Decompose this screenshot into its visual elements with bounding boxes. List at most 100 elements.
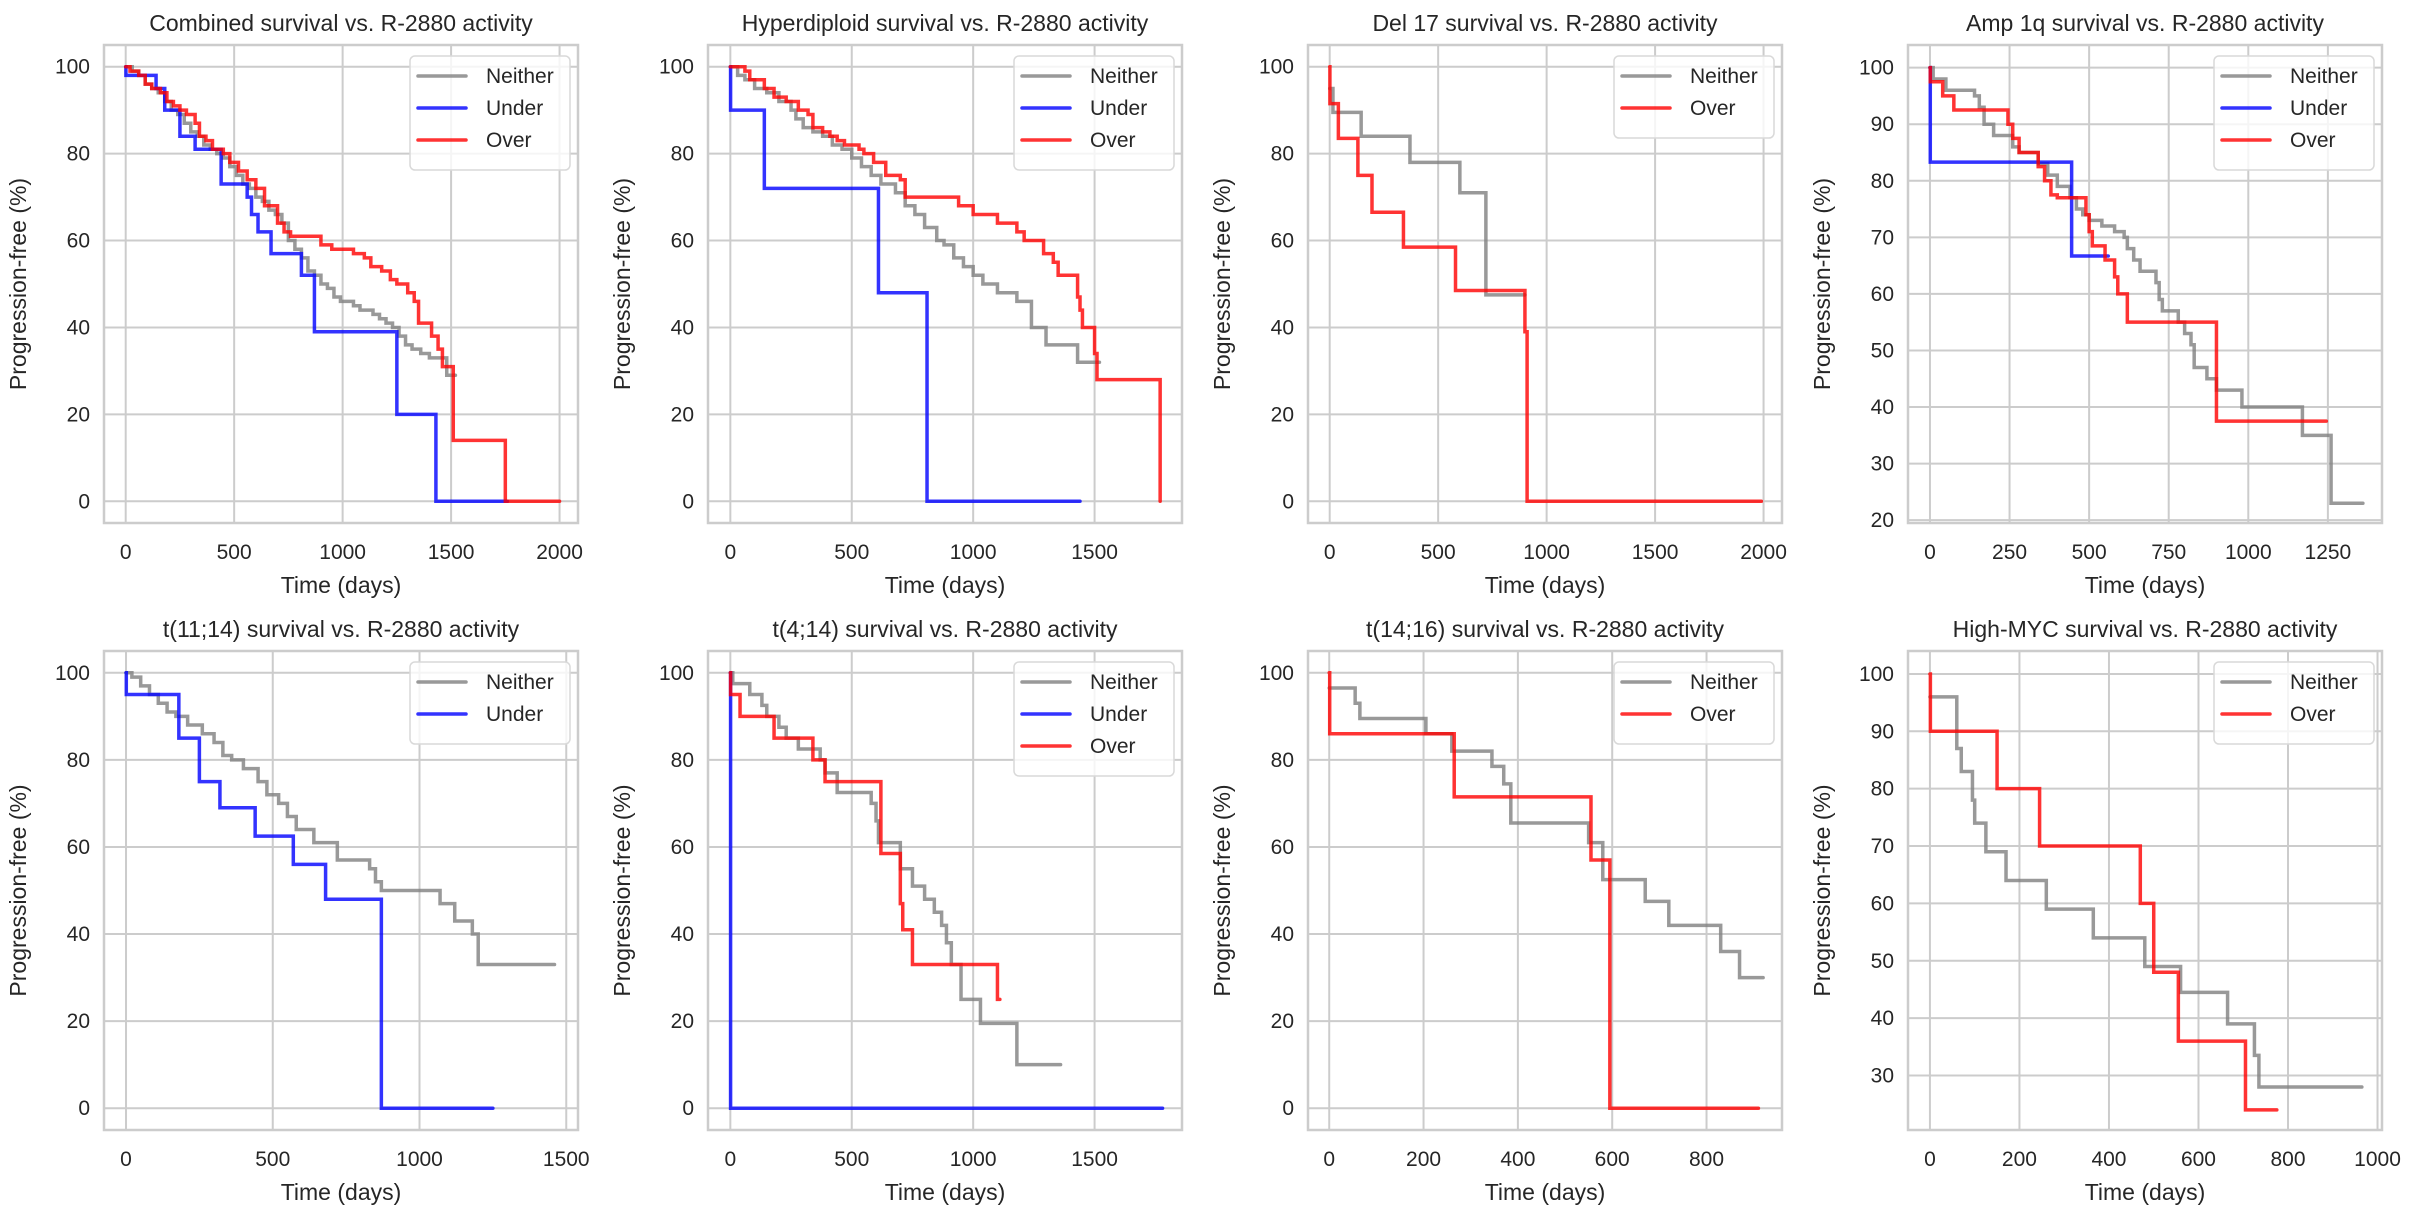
axes-frame <box>102 43 580 525</box>
axes-frame <box>102 649 580 1132</box>
panel-title: Combined survival vs. R-2880 activity <box>149 10 533 36</box>
x-tick-label: 1000 <box>2354 1148 2401 1171</box>
x-tick-label: 1250 <box>2305 541 2352 564</box>
x-axis-label: Time (days) <box>281 572 402 598</box>
legend-label-neither: Neither <box>1690 671 1758 694</box>
km-curve-neither <box>1928 695 2364 1089</box>
y-axis-label: Progression-free (%) <box>609 178 635 390</box>
y-tick-label: 40 <box>67 923 90 946</box>
x-axis-label: Time (days) <box>1485 572 1606 598</box>
km-curve-neither <box>123 64 458 378</box>
y-tick-label: 20 <box>1871 509 1894 532</box>
legend: Neither Under Over <box>409 55 571 171</box>
legend-label-over: Over <box>1690 703 1736 726</box>
legend-label-over: Over <box>1090 129 1136 152</box>
x-tick-label: 2000 <box>1740 541 1787 564</box>
y-tick-label: 70 <box>1871 835 1894 858</box>
panel-title: t(11;14) survival vs. R-2880 activity <box>163 616 520 642</box>
y-tick-label: 50 <box>1871 339 1894 362</box>
legend: Neither Over <box>1613 661 1775 745</box>
legend: Neither Over <box>2213 661 2375 745</box>
legend: Neither Under Over <box>2213 55 2375 171</box>
x-tick-label: 0 <box>724 541 736 564</box>
legend: Neither Under <box>409 661 571 745</box>
y-axis-label: Progression-free (%) <box>1209 178 1235 390</box>
y-tick-label: 0 <box>78 490 90 513</box>
y-tick-label: 80 <box>67 749 90 772</box>
y-tick-label: 40 <box>1871 1007 1894 1030</box>
legend-label-over: Over <box>2290 703 2336 726</box>
legend-label-neither: Neither <box>1090 671 1158 694</box>
x-tick-label: 400 <box>1500 1148 1535 1171</box>
y-tick-label: 40 <box>671 316 694 339</box>
km-curve-neither <box>1327 86 1527 297</box>
panel-3: 0 500 1000 1500 2000 0 20 40 60 80 100 Del 17 survi… <box>1209 10 1787 598</box>
km-curve-neither <box>1928 65 2365 505</box>
x-tick-label: 0 <box>1924 1148 1936 1171</box>
y-tick-label: 60 <box>1871 283 1894 306</box>
x-tick-label: 500 <box>255 1148 290 1171</box>
y-tick-label: 100 <box>659 56 694 79</box>
legend-label-neither: Neither <box>1690 65 1758 88</box>
legend-label-neither: Neither <box>2290 65 2358 88</box>
km-curve-neither <box>1327 686 1765 980</box>
y-tick-label: 20 <box>1271 403 1294 426</box>
y-tick-label: 100 <box>1859 57 1894 80</box>
x-tick-label: 800 <box>2270 1148 2305 1171</box>
y-tick-label: 80 <box>1271 143 1294 166</box>
y-tick-label: 20 <box>1271 1010 1294 1033</box>
x-tick-label: 600 <box>1595 1148 1630 1171</box>
y-axis-label: Progression-free (%) <box>5 178 31 390</box>
x-tick-label: 1000 <box>950 1148 997 1171</box>
y-tick-label: 20 <box>67 1010 90 1033</box>
legend-label-neither: Neither <box>1090 65 1158 88</box>
km-curve-over <box>1327 671 1761 1110</box>
panel-4: 0 250 500 750 1000 1250 20 30 40 50 60 70 80 90 100 Amp… <box>1809 10 2384 598</box>
x-tick-label: 200 <box>2002 1148 2037 1171</box>
legend-label-over: Over <box>1690 97 1736 120</box>
panel-title: High-MYC survival vs. R-2880 activity <box>1953 616 2338 642</box>
y-tick-label: 20 <box>67 403 90 426</box>
x-tick-label: 0 <box>1324 541 1336 564</box>
axes-frame <box>1906 649 2384 1132</box>
x-tick-label: 0 <box>120 1148 132 1171</box>
y-tick-label: 60 <box>67 836 90 859</box>
y-tick-label: 100 <box>1259 56 1294 79</box>
panel-title: Del 17 survival vs. R-2880 activity <box>1372 10 1718 36</box>
y-tick-label: 80 <box>671 749 694 772</box>
y-axis-label: Progression-free (%) <box>1809 784 1835 996</box>
legend: Neither Under Over <box>1013 55 1175 171</box>
km-curve-over <box>728 64 1162 504</box>
x-tick-label: 500 <box>2072 541 2107 564</box>
y-tick-label: 50 <box>1871 950 1894 973</box>
x-tick-label: 0 <box>1323 1148 1335 1171</box>
y-tick-label: 80 <box>1871 778 1894 801</box>
x-axis-label: Time (days) <box>281 1179 402 1205</box>
legend-label-under: Under <box>1090 703 1147 726</box>
x-tick-label: 1000 <box>319 541 366 564</box>
x-tick-label: 600 <box>2181 1148 2216 1171</box>
legend: Neither Over <box>1613 55 1775 139</box>
panel-1: 0 500 1000 1500 2000 0 20 40 60 80 100 Combined sur… <box>5 10 583 598</box>
y-tick-label: 70 <box>1871 226 1894 249</box>
y-tick-label: 60 <box>1871 892 1894 915</box>
km-curve-under <box>1928 65 2110 258</box>
km-curve-over <box>1327 64 1764 504</box>
x-tick-label: 1500 <box>543 1148 590 1171</box>
x-tick-label: 500 <box>1421 541 1456 564</box>
y-axis-label: Progression-free (%) <box>1809 178 1835 390</box>
panel-title: Hyperdiploid survival vs. R-2880 activit… <box>742 10 1149 36</box>
legend-label-under: Under <box>486 703 543 726</box>
axes-frame <box>706 649 1184 1132</box>
y-tick-label: 80 <box>1271 749 1294 772</box>
y-axis-label: Progression-free (%) <box>1209 784 1235 996</box>
y-tick-label: 0 <box>682 490 694 513</box>
x-axis-label: Time (days) <box>885 572 1006 598</box>
y-tick-label: 90 <box>1871 720 1894 743</box>
x-tick-label: 1500 <box>1071 1148 1118 1171</box>
km-curve-neither <box>728 671 1063 1067</box>
km-curve-over <box>1928 672 2279 1112</box>
y-tick-label: 100 <box>1859 663 1894 686</box>
km-curve-under <box>124 671 495 1110</box>
km-curve-over <box>728 671 1002 1002</box>
